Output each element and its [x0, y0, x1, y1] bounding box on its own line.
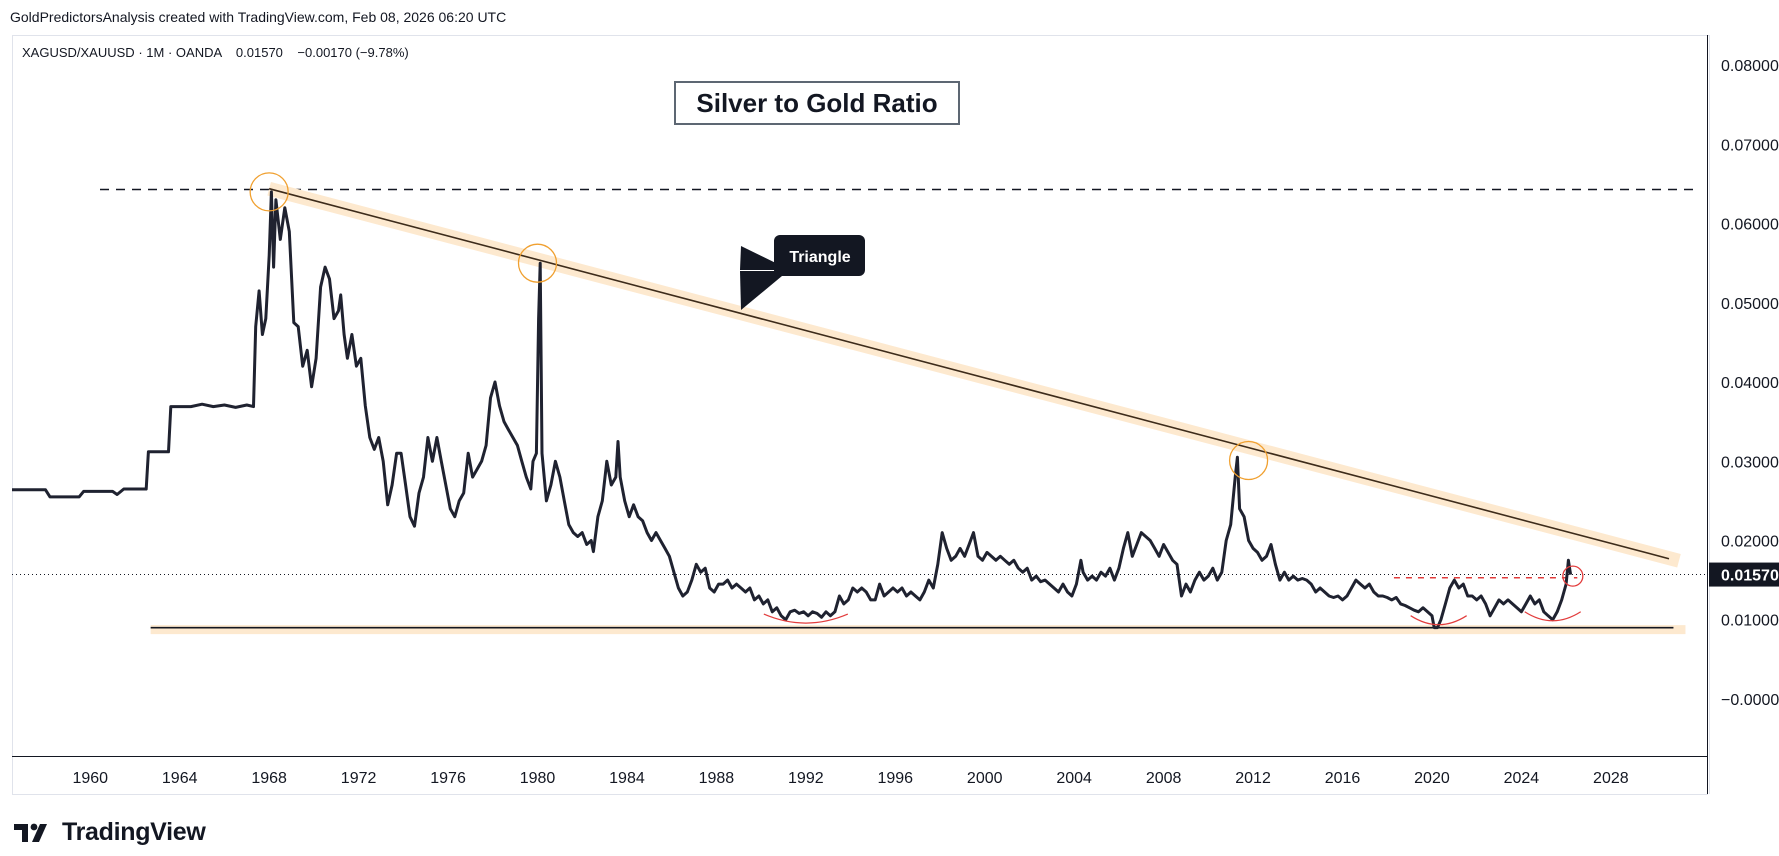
chart-frame	[12, 35, 1710, 794]
price-axis-line	[1707, 35, 1708, 795]
symbol-legend[interactable]: XAGUSD/XAUUSD · 1M · OANDA 0.01570 −0.00…	[22, 45, 409, 60]
legend-source: OANDA	[175, 45, 222, 60]
chart-title: Silver to Gold Ratio	[696, 88, 937, 118]
legend-gap	[225, 45, 232, 60]
y-tick-label: −0.0000	[1721, 692, 1779, 709]
pivot-circle-1	[249, 172, 289, 212]
x-tick-label: 2016	[1325, 770, 1361, 787]
legend-interval: 1M	[146, 45, 165, 60]
x-tick-label: 1980	[520, 770, 556, 787]
x-tick-label: 1964	[162, 770, 198, 787]
tradingview-logo-icon	[14, 823, 47, 842]
x-tick-label: 2028	[1593, 770, 1629, 787]
chart-attribution: GoldPredictorsAnalysis created with Trad…	[10, 9, 507, 25]
y-tick-label: 0.07000	[1721, 137, 1779, 154]
pivot-circle-3	[1228, 440, 1269, 481]
legend-sep: ·	[138, 45, 147, 60]
y-tick-label: 0.02000	[1721, 533, 1779, 550]
x-tick-label: 1976	[430, 770, 466, 787]
chart-bottom-border	[12, 794, 1708, 795]
x-tick-label: 1960	[72, 770, 108, 787]
bottom-arc-1	[763, 613, 849, 624]
x-tick-label: 2008	[1146, 770, 1182, 787]
tradingview-brand[interactable]: TradingView	[14, 818, 206, 847]
x-tick-label: 1984	[609, 770, 645, 787]
x-tick-label: 2020	[1414, 770, 1450, 787]
legend-change: −0.00170 (−9.78%)	[297, 45, 409, 60]
y-tick-label: 0.04000	[1721, 375, 1779, 392]
triangle-callout-pointer-tip	[740, 271, 788, 310]
pivot-circle-4	[1562, 565, 1584, 587]
y-tick-label: 0.03000	[1721, 454, 1779, 471]
triangle-callout-label: Triangle	[789, 249, 850, 266]
bottom-arc-2	[1410, 615, 1467, 626]
bottom-arc-3	[1524, 611, 1582, 622]
y-tick-label: 0.05000	[1721, 296, 1779, 313]
legend-last: 0.01570	[235, 45, 283, 60]
y-tick-label: 0.08000	[1721, 58, 1779, 75]
x-tick-label: 2012	[1235, 770, 1271, 787]
descending-trendline	[268, 187, 1670, 560]
ratio-line-series	[12, 190, 1573, 630]
x-tick-label: 1968	[251, 770, 287, 787]
x-tick-label: 1992	[788, 770, 824, 787]
x-tick-label: 2004	[1056, 770, 1092, 787]
current-price-tag	[1709, 562, 1779, 587]
legend-gap	[287, 45, 294, 60]
y-tick-label: 0.01000	[1721, 613, 1779, 630]
x-tick-label: 1988	[699, 770, 735, 787]
triangle-callout-box	[774, 235, 865, 276]
legend-symbol: XAGUSD/XAUUSD	[22, 45, 135, 60]
x-tick-label: 1972	[341, 770, 377, 787]
x-tick-label: 2024	[1504, 770, 1540, 787]
x-tick-label: 2000	[967, 770, 1003, 787]
current-price-tag-label: 0.01570	[1721, 568, 1779, 585]
time-axis-line	[12, 756, 1708, 757]
pivot-circle-2	[517, 243, 558, 283]
legend-sep: ·	[167, 45, 176, 60]
chart-title-box	[674, 81, 960, 125]
x-tick-label: 1996	[877, 770, 913, 787]
brand-name: TradingView	[62, 818, 206, 846]
y-tick-label: 0.06000	[1721, 217, 1779, 234]
